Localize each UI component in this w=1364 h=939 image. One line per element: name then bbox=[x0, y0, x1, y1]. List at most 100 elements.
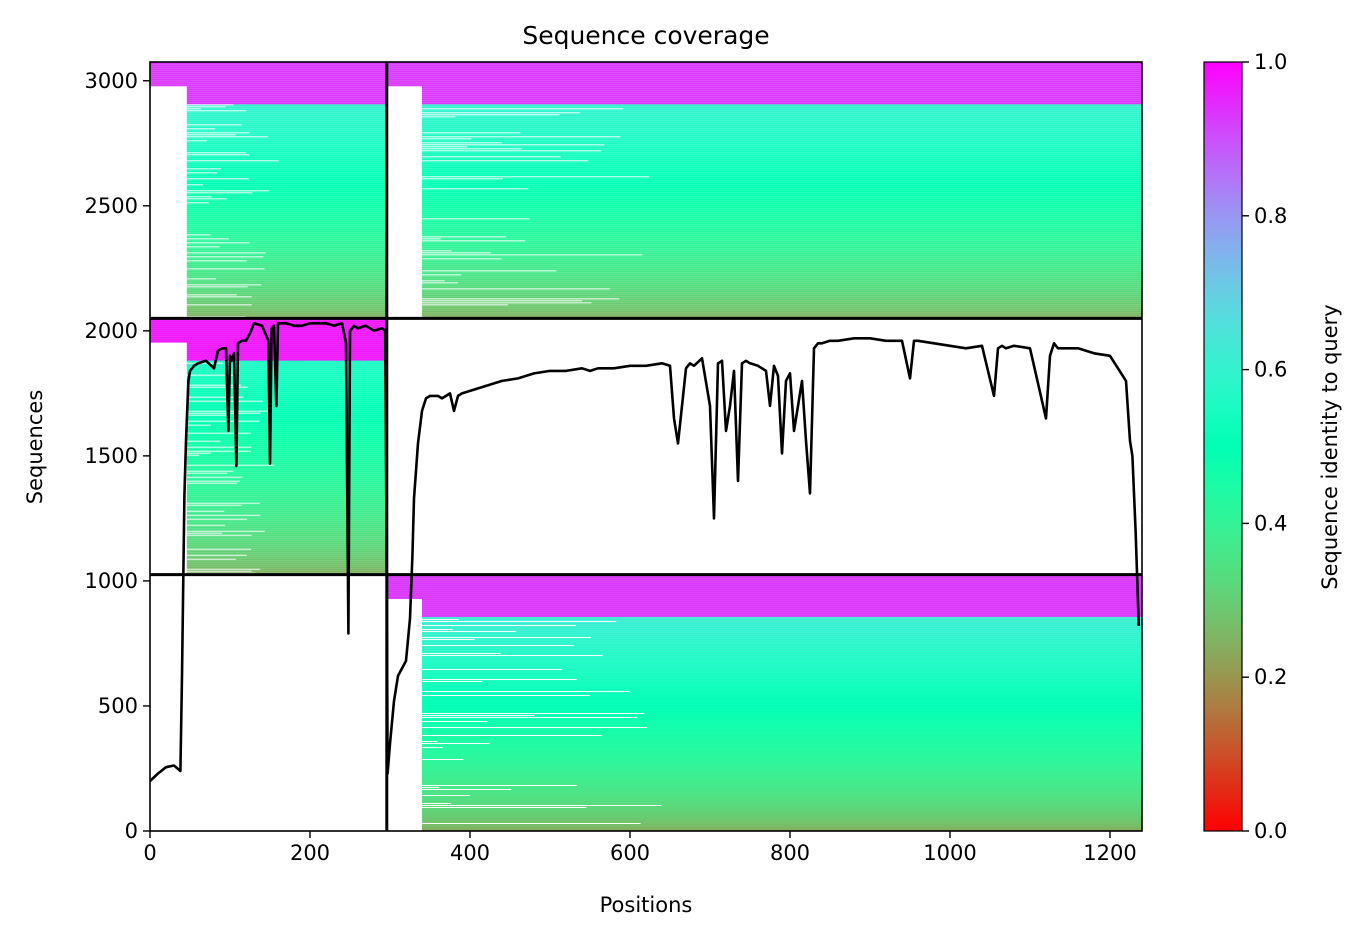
msa-row-band bbox=[422, 94, 1142, 97]
msa-row-band bbox=[186, 476, 387, 479]
msa-row-band bbox=[186, 552, 387, 555]
msa-row-band bbox=[422, 772, 1142, 775]
msa-gap bbox=[186, 570, 252, 572]
msa-row-band bbox=[186, 308, 387, 311]
msa-row-band bbox=[186, 566, 387, 569]
msa-row-band bbox=[422, 178, 1142, 181]
msa-gap bbox=[422, 288, 610, 290]
colorbar-tick-label: 0.6 bbox=[1254, 358, 1287, 382]
msa-row-band bbox=[422, 104, 1142, 107]
msa-row-band bbox=[186, 358, 387, 361]
msa-row-band bbox=[386, 74, 1142, 77]
msa-row-band bbox=[422, 136, 1142, 139]
msa-row-band bbox=[186, 518, 387, 521]
msa-gap bbox=[422, 822, 641, 824]
msa-row-band bbox=[186, 406, 387, 409]
msa-gap bbox=[422, 254, 643, 256]
msa-gap bbox=[422, 624, 576, 626]
msa-gap bbox=[186, 134, 236, 136]
msa-row-band bbox=[186, 488, 387, 491]
msa-gap bbox=[186, 234, 211, 236]
msa-row-band bbox=[186, 286, 387, 289]
msa-row-band bbox=[186, 100, 387, 103]
msa-row-band bbox=[186, 486, 387, 489]
msa-row-band bbox=[422, 210, 1142, 213]
msa-gap bbox=[422, 142, 503, 144]
msa-row-band bbox=[422, 740, 1142, 743]
msa-row-band bbox=[422, 744, 1142, 747]
msa-row-band bbox=[422, 680, 1142, 683]
msa-row-band bbox=[186, 496, 387, 499]
msa-row-band bbox=[186, 506, 387, 509]
msa-gap bbox=[422, 806, 587, 808]
msa-row-band bbox=[150, 70, 387, 73]
msa-row-band bbox=[422, 156, 1142, 159]
msa-row-band bbox=[186, 176, 387, 179]
msa-gap bbox=[186, 530, 265, 532]
msa-row-band bbox=[422, 90, 1142, 93]
msa-row-band bbox=[186, 276, 387, 279]
msa-row-band bbox=[386, 594, 1142, 597]
x-tick-label: 800 bbox=[770, 841, 810, 865]
msa-row-band bbox=[186, 474, 387, 477]
msa-row-band bbox=[186, 214, 387, 217]
msa-row-band bbox=[186, 152, 387, 155]
msa-row-band bbox=[186, 110, 387, 113]
msa-gap bbox=[422, 804, 662, 806]
msa-gap bbox=[186, 446, 252, 448]
msa-row-band bbox=[422, 822, 1142, 825]
msa-row-band bbox=[422, 770, 1142, 773]
msa-row-band bbox=[422, 734, 1142, 737]
msa-row-band bbox=[422, 246, 1142, 249]
x-axis-label: Positions bbox=[600, 893, 693, 917]
msa-row-band bbox=[422, 600, 1142, 603]
msa-row-band bbox=[422, 218, 1142, 221]
msa-gap bbox=[422, 280, 445, 282]
msa-gap bbox=[186, 110, 247, 112]
msa-row-band bbox=[422, 648, 1142, 651]
msa-gap bbox=[422, 136, 621, 138]
msa-row-band bbox=[422, 264, 1142, 267]
msa-row-band bbox=[186, 450, 387, 453]
msa-row-band bbox=[422, 774, 1142, 777]
msa-row-band bbox=[422, 244, 1142, 247]
msa-row-band bbox=[422, 704, 1142, 707]
msa-row-band bbox=[186, 168, 387, 171]
chain-1-msa bbox=[150, 318, 387, 575]
msa-row-band bbox=[186, 304, 387, 307]
msa-row-band bbox=[422, 766, 1142, 769]
msa-row-band bbox=[186, 448, 387, 451]
msa-gap bbox=[186, 132, 250, 134]
msa-row-band bbox=[186, 432, 387, 435]
colorbar-axis: 0.0 0.2 0.4 0.6 0.8 1.0 bbox=[1242, 50, 1287, 843]
msa-row-band bbox=[422, 602, 1142, 605]
msa-row-band bbox=[422, 776, 1142, 779]
msa-row-band bbox=[186, 230, 387, 233]
msa-row-band bbox=[186, 404, 387, 407]
msa-gap bbox=[186, 384, 242, 386]
msa-gap bbox=[422, 734, 603, 736]
msa-row-band bbox=[422, 670, 1142, 673]
msa-gap bbox=[422, 716, 638, 718]
msa-gap bbox=[186, 154, 250, 156]
msa-row-band bbox=[422, 102, 1142, 105]
msa-gap bbox=[422, 678, 577, 680]
x-tick-label: 0 bbox=[143, 841, 156, 865]
msa-row-band bbox=[422, 660, 1142, 663]
msa-row-band bbox=[422, 304, 1142, 307]
x-tick-label: 600 bbox=[610, 841, 650, 865]
msa-row-band bbox=[386, 584, 1142, 587]
msa-row-band bbox=[186, 126, 387, 129]
msa-row-band bbox=[422, 144, 1142, 147]
msa-row-band bbox=[386, 580, 1142, 583]
msa-row-band bbox=[422, 608, 1142, 611]
msa-row-band bbox=[186, 460, 387, 463]
msa-gap bbox=[186, 198, 227, 200]
msa-row-band bbox=[422, 160, 1142, 163]
msa-gap bbox=[422, 270, 557, 272]
msa-row-band bbox=[150, 334, 387, 337]
msa-row-band bbox=[186, 200, 387, 203]
msa-gap bbox=[186, 472, 228, 474]
msa-row-band bbox=[422, 194, 1142, 197]
msa-row-band bbox=[422, 662, 1142, 665]
